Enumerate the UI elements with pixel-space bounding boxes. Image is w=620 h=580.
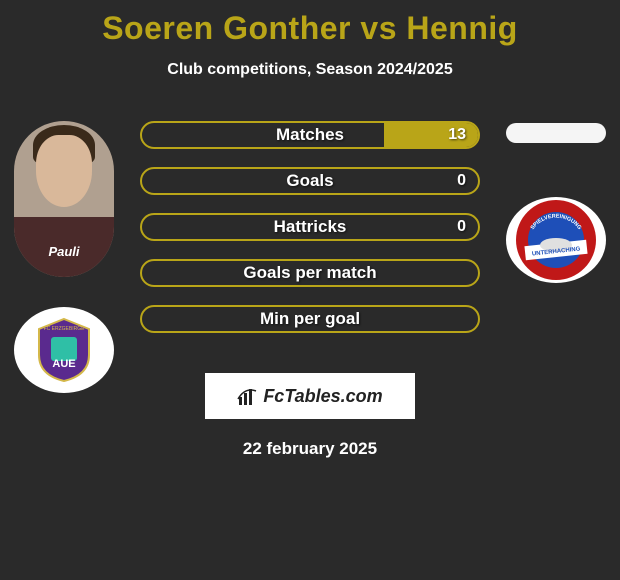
club-badge-unterhaching-icon: UNTERHACHING SPIELVEREINIGUNG (515, 199, 597, 281)
stat-row-min-per-goal: Min per goal (140, 305, 480, 333)
right-player-column: UNTERHACHING SPIELVEREINIGUNG (500, 121, 612, 283)
chart-icon (237, 385, 259, 407)
stat-row-goals: Goals 0 (140, 167, 480, 195)
svg-text:AUE: AUE (52, 358, 75, 370)
stat-value-right: 0 (457, 172, 466, 190)
club-badge-aue-icon: AUE FC ERZGEBIRGE (29, 315, 99, 385)
svg-text:FC ERZGEBIRGE: FC ERZGEBIRGE (44, 326, 86, 332)
stat-value-right: 0 (457, 218, 466, 236)
subtitle: Club competitions, Season 2024/2025 (0, 61, 620, 79)
comparison-content: Pauli AUE FC ERZGEBIRGE UNTERHACHING SPI… (0, 121, 620, 459)
stat-label: Min per goal (260, 309, 360, 329)
left-club-badge: AUE FC ERZGEBIRGE (14, 307, 114, 393)
watermark-text: FcTables.com (263, 386, 382, 407)
stat-label: Goals (286, 171, 333, 191)
stat-label: Goals per match (243, 263, 376, 283)
stat-value-right: 13 (448, 126, 466, 144)
face (36, 135, 92, 207)
stat-label: Matches (276, 125, 344, 145)
right-player-avatar (506, 123, 606, 143)
left-player-column: Pauli AUE FC ERZGEBIRGE (8, 121, 120, 393)
left-player-avatar: Pauli (14, 121, 114, 277)
watermark: FcTables.com (205, 373, 415, 419)
stats-list: Matches 13 Goals 0 Hattricks 0 Goals per match… (140, 121, 480, 333)
stat-label: Hattricks (274, 217, 347, 237)
right-club-badge: UNTERHACHING SPIELVEREINIGUNG (506, 197, 606, 283)
date-text: 22 february 2025 (0, 439, 620, 459)
stat-row-goals-per-match: Goals per match (140, 259, 480, 287)
page-title: Soeren Gonther vs Hennig (0, 0, 620, 47)
stat-row-matches: Matches 13 (140, 121, 480, 149)
jersey-text: Pauli (14, 244, 114, 259)
stat-row-hattricks: Hattricks 0 (140, 213, 480, 241)
